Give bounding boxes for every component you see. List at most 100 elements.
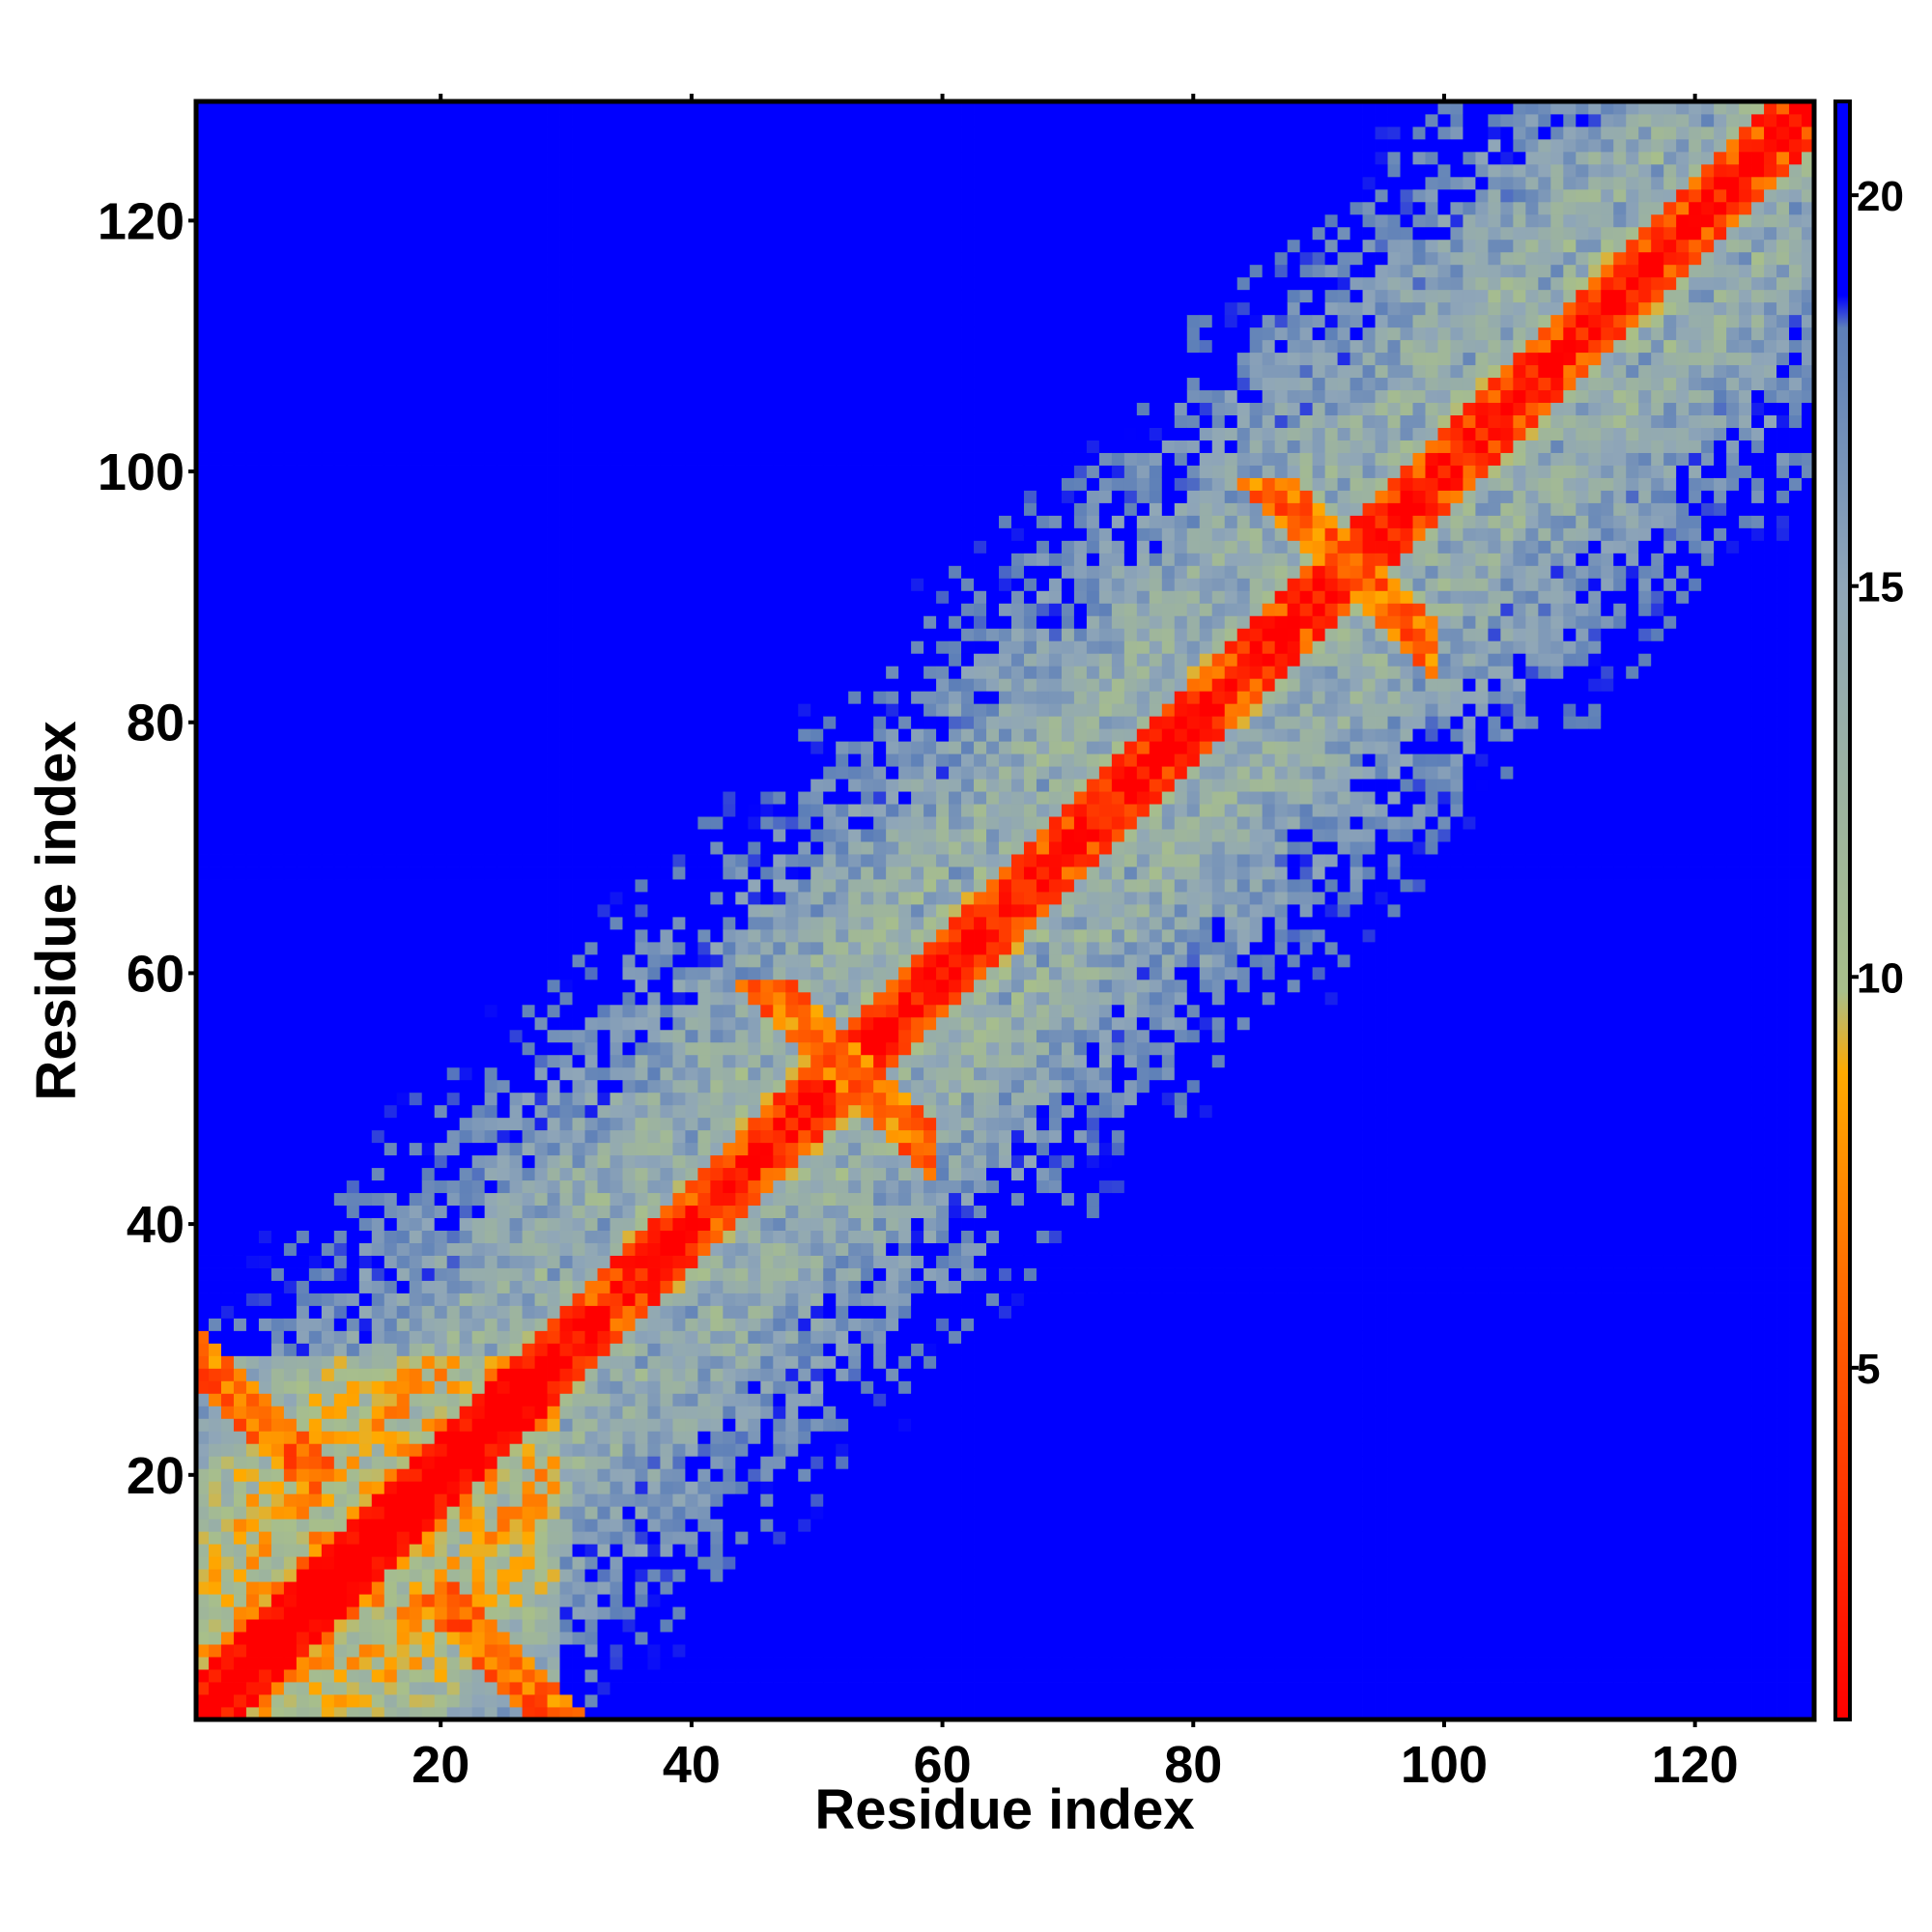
heatmap-cell [270, 1004, 285, 1018]
heatmap-cell [572, 1544, 585, 1557]
heatmap-cell [534, 1519, 548, 1532]
heatmap-cell [308, 276, 323, 291]
heatmap-cell [572, 1569, 585, 1582]
heatmap-cell [672, 1707, 686, 1720]
heatmap-cell [384, 1129, 398, 1144]
heatmap-cell [233, 953, 247, 968]
heatmap-cell [270, 314, 285, 328]
heatmap-cell [597, 1280, 611, 1293]
heatmap-cell [660, 1380, 673, 1394]
heatmap-cell [396, 1406, 411, 1419]
heatmap-cell [220, 1506, 235, 1520]
heatmap-cell [421, 1154, 436, 1169]
heatmap-cell [220, 1368, 235, 1381]
heatmap-cell [660, 666, 673, 679]
heatmap-cell [333, 1142, 348, 1156]
heatmap-cell [321, 352, 335, 366]
heatmap-cell [384, 916, 398, 930]
heatmap-cell [371, 490, 385, 503]
heatmap-cell [409, 666, 423, 679]
heatmap-cell [333, 1054, 348, 1068]
heatmap-cell [258, 1041, 272, 1056]
heatmap-cell [245, 1004, 260, 1018]
heatmap-cell [346, 1418, 360, 1432]
heatmap-cell [384, 515, 398, 528]
heatmap-cell [672, 1606, 686, 1620]
heatmap-cell [635, 1355, 648, 1369]
heatmap-cell [635, 1092, 648, 1106]
heatmap-cell [635, 753, 648, 767]
heatmap-cell [672, 804, 686, 817]
heatmap-cell [572, 1380, 585, 1394]
heatmap-cell [308, 1694, 323, 1708]
heatmap-cell [220, 1167, 235, 1181]
heatmap-cell [346, 176, 360, 190]
heatmap-cell [446, 389, 461, 404]
heatmap-cell [283, 791, 298, 805]
heatmap-cell [396, 691, 411, 704]
heatmap-cell [622, 1016, 636, 1031]
heatmap-cell [270, 979, 285, 993]
heatmap-cell [358, 1355, 373, 1369]
heatmap-cell [358, 791, 373, 805]
heatmap-cell [270, 666, 285, 679]
heatmap-cell [547, 1519, 560, 1532]
heatmap-cell [371, 1581, 385, 1595]
heatmap-cell [559, 603, 573, 616]
heatmap-cell [471, 628, 486, 641]
heatmap-cell [196, 904, 210, 918]
heatmap-cell [384, 101, 398, 115]
heatmap-cell [220, 1431, 235, 1444]
heatmap-cell [647, 1380, 661, 1394]
heatmap-cell [497, 1004, 511, 1018]
heatmap-cell [622, 892, 636, 905]
heatmap-cell [635, 364, 648, 379]
heatmap-cell [283, 941, 298, 955]
heatmap-cell [258, 1016, 272, 1031]
heatmap-cell [522, 728, 535, 742]
heatmap-cell [660, 1594, 673, 1607]
heatmap-cell [208, 1041, 222, 1056]
heatmap-cell [471, 1167, 486, 1181]
heatmap-cell [459, 1632, 473, 1645]
heatmap-cell [572, 502, 585, 516]
heatmap-cell [610, 1267, 623, 1281]
heatmap-cell [270, 1129, 285, 1144]
heatmap-cell [647, 1506, 661, 1520]
heatmap-cell [660, 1142, 673, 1156]
heatmap-cell [245, 465, 260, 478]
heatmap-cell [597, 540, 611, 554]
heatmap-cell [610, 1142, 623, 1156]
heatmap-cell [308, 1657, 323, 1670]
heatmap-cell [396, 1230, 411, 1243]
heatmap-cell [622, 251, 636, 266]
heatmap-cell [270, 1481, 285, 1494]
heatmap-cell [358, 213, 373, 228]
heatmap-cell [534, 301, 548, 316]
heatmap-cell [647, 1343, 661, 1356]
heatmap-cell [597, 1569, 611, 1582]
heatmap-cell [233, 1694, 247, 1708]
heatmap-cell [296, 264, 310, 278]
heatmap-cell [258, 1493, 272, 1507]
heatmap-cell [597, 477, 611, 491]
heatmap-cell [283, 892, 298, 905]
heatmap-cell [584, 377, 598, 391]
heatmap-cell [497, 176, 511, 190]
heatmap-cell [584, 239, 598, 253]
heatmap-cell [484, 1267, 498, 1281]
heatmap-cell [610, 854, 623, 867]
heatmap-cell [233, 1343, 247, 1356]
heatmap-cell [522, 741, 535, 754]
heatmap-cell [672, 1004, 686, 1018]
heatmap-cell [371, 1192, 385, 1207]
heatmap-cell [534, 1406, 548, 1419]
heatmap-cell [522, 364, 535, 379]
heatmap-cell [471, 113, 486, 128]
heatmap-cell [296, 1556, 310, 1570]
heatmap-cell [384, 867, 398, 880]
heatmap-cell [647, 527, 661, 541]
heatmap-cell [446, 251, 461, 266]
heatmap-cell [384, 1468, 398, 1482]
heatmap-cell [220, 603, 235, 616]
